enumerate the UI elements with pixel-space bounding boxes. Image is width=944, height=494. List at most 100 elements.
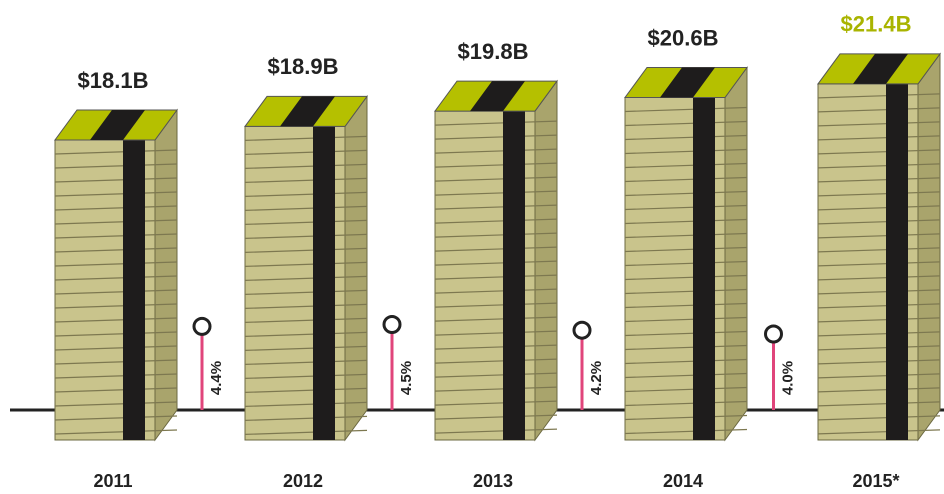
bill-edge: [434, 148, 558, 154]
bill-edge: [817, 205, 941, 211]
bill-edge: [624, 274, 748, 281]
bill-edge: [817, 107, 941, 113]
bill-edge: [54, 429, 178, 435]
stack-top-band: [853, 53, 908, 84]
bill-edge: [817, 93, 941, 99]
bill-edge: [817, 415, 941, 421]
bill-edge: [624, 134, 748, 141]
bill-edge: [244, 261, 368, 267]
bill-edge: [434, 232, 558, 238]
bill-edge: [817, 163, 941, 169]
bill-edge: [624, 372, 748, 379]
bill-edge: [817, 387, 941, 393]
stack-band: [123, 140, 145, 440]
bill-edge: [244, 387, 368, 393]
bill-edge: [244, 303, 368, 309]
bill-edge: [54, 303, 178, 309]
bill-edge: [244, 401, 368, 407]
bill-edge: [244, 345, 368, 351]
value-label: $20.6B: [648, 25, 719, 50]
bill-edge: [244, 359, 368, 365]
bill-edge: [624, 218, 748, 225]
bill-edge: [624, 148, 748, 155]
bill-edge: [817, 331, 941, 337]
bill-edge: [54, 317, 178, 323]
bill-edge: [624, 162, 748, 169]
bill-edge: [244, 289, 368, 295]
bill-edge: [434, 246, 558, 252]
bill-edge: [54, 345, 178, 351]
bill-edge: [244, 135, 368, 141]
bill-edge: [817, 177, 941, 183]
bill-edge: [244, 163, 368, 169]
stack-band: [503, 111, 525, 440]
x-tick-label: 2013: [473, 471, 513, 491]
bill-edge: [54, 331, 178, 337]
bill-edge: [54, 219, 178, 225]
value-label: $19.8B: [458, 39, 529, 64]
bill-edge: [434, 330, 558, 336]
money-stack: [434, 79, 558, 442]
stack-side: [724, 65, 748, 442]
bill-edge: [624, 344, 748, 351]
bill-edge: [817, 345, 941, 351]
bill-edge: [817, 401, 941, 407]
bill-edge: [244, 177, 368, 183]
stack-band: [313, 126, 335, 441]
stack-top-band: [90, 110, 145, 140]
bill-edge: [434, 120, 558, 126]
stack-top-band: [470, 81, 525, 112]
bill-edge: [817, 247, 941, 253]
bill-edge: [624, 204, 748, 211]
growth-label: 4.4%: [208, 361, 225, 395]
bill-edge: [54, 359, 178, 365]
bill-edge: [624, 260, 748, 267]
bill-edge: [624, 414, 748, 421]
stack-top-band: [660, 67, 715, 98]
bill-edge: [817, 275, 941, 281]
bill-edge: [624, 246, 748, 253]
money-stack: [54, 108, 178, 442]
stack-side: [154, 108, 178, 442]
bill-edge: [817, 149, 941, 155]
bill-edge: [54, 233, 178, 239]
bill-edge: [54, 163, 178, 169]
bill-edge: [624, 330, 748, 337]
bill-edge: [624, 106, 748, 113]
bill-edge: [244, 205, 368, 211]
bill-edge: [624, 120, 748, 127]
bill-edge: [434, 344, 558, 350]
growth-pin-head: [192, 316, 212, 336]
bill-edge: [624, 358, 748, 365]
stack-side: [917, 52, 941, 442]
bill-edge: [817, 289, 941, 295]
bill-edge: [244, 373, 368, 379]
bill-edge: [244, 191, 368, 197]
bill-edge: [54, 387, 178, 393]
bill-edge: [434, 386, 558, 392]
bill-edge: [244, 275, 368, 281]
growth-pin-head: [382, 315, 402, 334]
bill-edge: [624, 190, 748, 197]
value-label: $21.4B: [841, 12, 912, 37]
stack-band: [886, 83, 908, 441]
bill-edge: [817, 135, 941, 141]
bill-edge: [624, 386, 748, 393]
bill-edge: [434, 134, 558, 140]
bill-edge: [434, 414, 558, 420]
bill-edge: [54, 261, 178, 267]
bill-edge: [817, 359, 941, 365]
growth-label: 4.2%: [588, 361, 605, 395]
x-tick-label: 2015*: [852, 471, 899, 491]
bill-edge: [434, 162, 558, 168]
bill-edge: [54, 401, 178, 407]
bill-edge: [817, 429, 941, 435]
bill-edge: [244, 149, 368, 155]
bill-edge: [817, 121, 941, 127]
growth-pin-head: [572, 320, 592, 340]
stack-top-band: [280, 96, 335, 127]
money-stack: [817, 52, 941, 442]
bill-edge: [434, 372, 558, 378]
bill-edge: [244, 247, 368, 253]
